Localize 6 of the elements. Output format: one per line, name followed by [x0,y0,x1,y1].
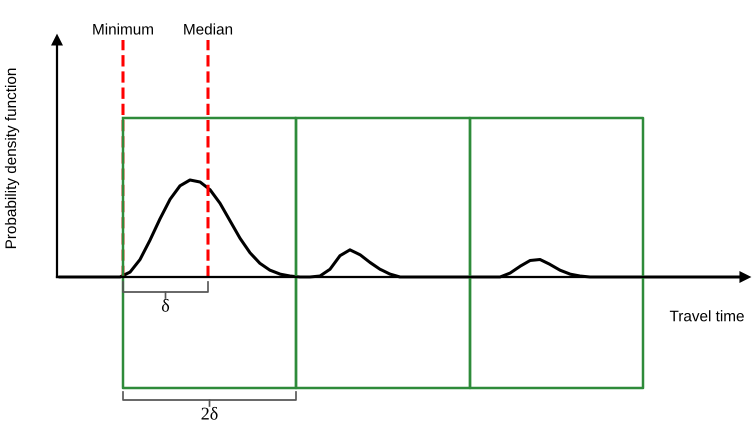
x-axis-title: Travel time [670,310,744,322]
text: δ [162,298,170,312]
y-axis-title: Probability density function [4,68,20,248]
text: 2δ [202,406,218,420]
text: Median [184,23,232,35]
text: Minimum [93,23,153,35]
